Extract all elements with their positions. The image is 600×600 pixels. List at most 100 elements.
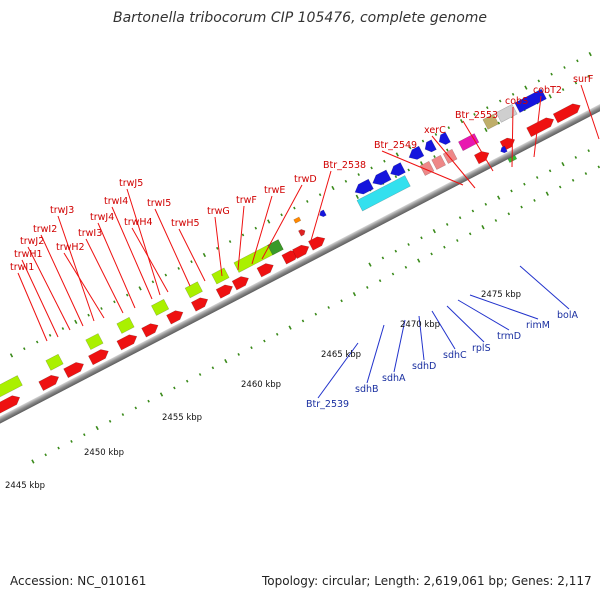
leader-line-trwj5 (126, 188, 161, 296)
leader-line-trwh2 (63, 252, 105, 319)
gene-label-trwj5[interactable]: trwJ5 (119, 178, 143, 189)
gene-label-surf[interactable]: surF (573, 74, 593, 85)
forward-gene-1[interactable] (0, 393, 22, 425)
gene-label-trwi5[interactable]: trwI5 (147, 198, 171, 209)
leader-line-trwi1 (17, 272, 48, 342)
bolA-marker[interactable] (499, 145, 508, 154)
forward-gene-4[interactable] (88, 347, 110, 366)
gene-label-trwh5[interactable]: trwH5 (171, 218, 200, 229)
gene-label-sdha[interactable]: sdhA (382, 373, 406, 384)
gene-label-xerc[interactable]: xerC (424, 125, 446, 136)
leader-line-trwj2 (27, 246, 71, 331)
reverse-gene-3[interactable] (388, 162, 406, 179)
forward-gene-r4[interactable] (552, 101, 582, 124)
gene-label-cobs[interactable]: cobS (505, 96, 528, 107)
trw-gene-2[interactable] (45, 353, 64, 371)
gene-label-trwg[interactable]: trwG (207, 206, 230, 217)
tick-mark (520, 205, 523, 209)
trw-gene-3[interactable] (85, 333, 104, 351)
gene-label-trwj3[interactable]: trwJ3 (50, 205, 74, 216)
kbp-label-3: 2455 kbp (162, 413, 202, 423)
trw-gene-5[interactable] (151, 298, 170, 316)
forward-gene-2[interactable] (38, 373, 61, 391)
tick-mark (280, 213, 283, 217)
reverse-gene-5[interactable] (422, 139, 437, 154)
upper-tick-row (9, 51, 592, 358)
trw-gene-6[interactable] (184, 281, 203, 299)
forward-gene-7[interactable] (166, 308, 185, 325)
reverse-gene-2[interactable] (370, 169, 392, 188)
gene-label-trwi3[interactable]: trwI3 (78, 228, 102, 239)
gene-label-btr_2553[interactable]: Btr_2553 (455, 110, 498, 121)
gene-label-cobt2[interactable]: cobT2 (533, 85, 562, 96)
gene-label-rimm[interactable]: rimM (526, 320, 550, 331)
gene-label-trwd[interactable]: trwD (294, 174, 317, 185)
gene-label-trwh1[interactable]: trwH1 (14, 249, 43, 260)
trw-gene-4[interactable] (116, 316, 135, 334)
surf-gene[interactable] (514, 88, 547, 114)
forward-gene-13[interactable] (292, 242, 311, 259)
reverse-gene-4[interactable] (406, 145, 425, 162)
tick-mark (113, 300, 116, 304)
gene-label-btr_2538[interactable]: Btr_2538 (323, 160, 366, 171)
forward-gene-10[interactable] (231, 274, 251, 291)
gene-label-trwj4[interactable]: trwJ4 (90, 212, 114, 223)
tick-mark (523, 182, 526, 186)
gene-label-trwi1[interactable]: trwI1 (10, 262, 34, 273)
gene-label-trwe[interactable]: trwE (264, 185, 285, 196)
pink-gene-1[interactable] (419, 160, 435, 176)
gene-features[interactable] (0, 75, 600, 451)
tick-mark (445, 222, 449, 226)
gene-label-trwi2[interactable]: trwI2 (33, 224, 57, 235)
gene-label-sdhc[interactable]: sdhC (443, 350, 467, 361)
leader-line-sdhc (431, 310, 456, 350)
btr-2538-marker[interactable] (293, 216, 302, 224)
gene-label-rpls[interactable]: rplS (472, 343, 491, 354)
forward-gene-14[interactable] (308, 234, 327, 251)
forward-gene-9[interactable] (215, 282, 235, 299)
sdh-block[interactable] (356, 175, 411, 212)
gene-label-trmd[interactable]: trmD (497, 331, 521, 342)
gene-label-sdhb[interactable]: sdhB (355, 384, 379, 395)
forward-gene-r1[interactable] (473, 149, 491, 165)
forward-gene-6[interactable] (141, 321, 161, 338)
tick-mark (574, 155, 578, 159)
gene-label-trwi4[interactable]: trwI4 (104, 196, 128, 207)
gene-label-trwj2[interactable]: trwJ2 (20, 236, 44, 247)
forward-gene-5[interactable] (116, 332, 139, 351)
pink-gene-3[interactable] (442, 148, 458, 164)
leader-line-cobs (511, 106, 514, 168)
cobs-gene[interactable] (482, 113, 499, 130)
gene-label-bola[interactable]: bolA (557, 310, 578, 321)
tick-mark (228, 240, 232, 244)
trw-gene-1[interactable] (0, 375, 23, 407)
pink-gene-2[interactable] (431, 154, 446, 170)
trwd-gene[interactable] (267, 239, 284, 256)
tick-mark (561, 88, 565, 92)
tick-mark (159, 392, 164, 397)
tick-mark (378, 279, 382, 283)
tick-mark (497, 195, 501, 200)
forward-gene-11[interactable] (256, 261, 276, 278)
gene-label-btr_2549[interactable]: Btr_2549 (374, 140, 417, 151)
reverse-gene-1[interactable] (352, 178, 374, 197)
gene-label-trwh2[interactable]: trwH2 (56, 242, 85, 253)
gene-label-trwf[interactable]: trwF (236, 195, 257, 206)
tick-mark (510, 189, 513, 193)
tick-mark (524, 85, 528, 90)
forward-gene-3[interactable] (63, 360, 86, 379)
forward-gene-8[interactable] (190, 295, 210, 312)
tick-mark (535, 176, 539, 179)
tick-mark (352, 291, 357, 297)
reverse-gene-6[interactable] (437, 131, 451, 146)
gene-label-btr_2539[interactable]: Btr_2539 (306, 399, 349, 410)
cobt2-gene[interactable] (495, 103, 518, 123)
xerc-gene[interactable] (458, 133, 480, 152)
btr-2539-marker[interactable] (318, 209, 327, 218)
btr-2538-arrow[interactable] (298, 228, 306, 237)
trw-gene-7[interactable] (211, 267, 230, 285)
gene-label-sdhd[interactable]: sdhD (412, 361, 436, 372)
gene-label-trwh4[interactable]: trwH4 (124, 217, 153, 228)
forward-gene-r3[interactable] (526, 115, 556, 138)
